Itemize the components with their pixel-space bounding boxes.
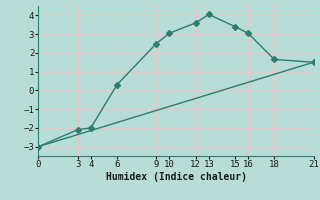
X-axis label: Humidex (Indice chaleur): Humidex (Indice chaleur) [106, 172, 246, 182]
